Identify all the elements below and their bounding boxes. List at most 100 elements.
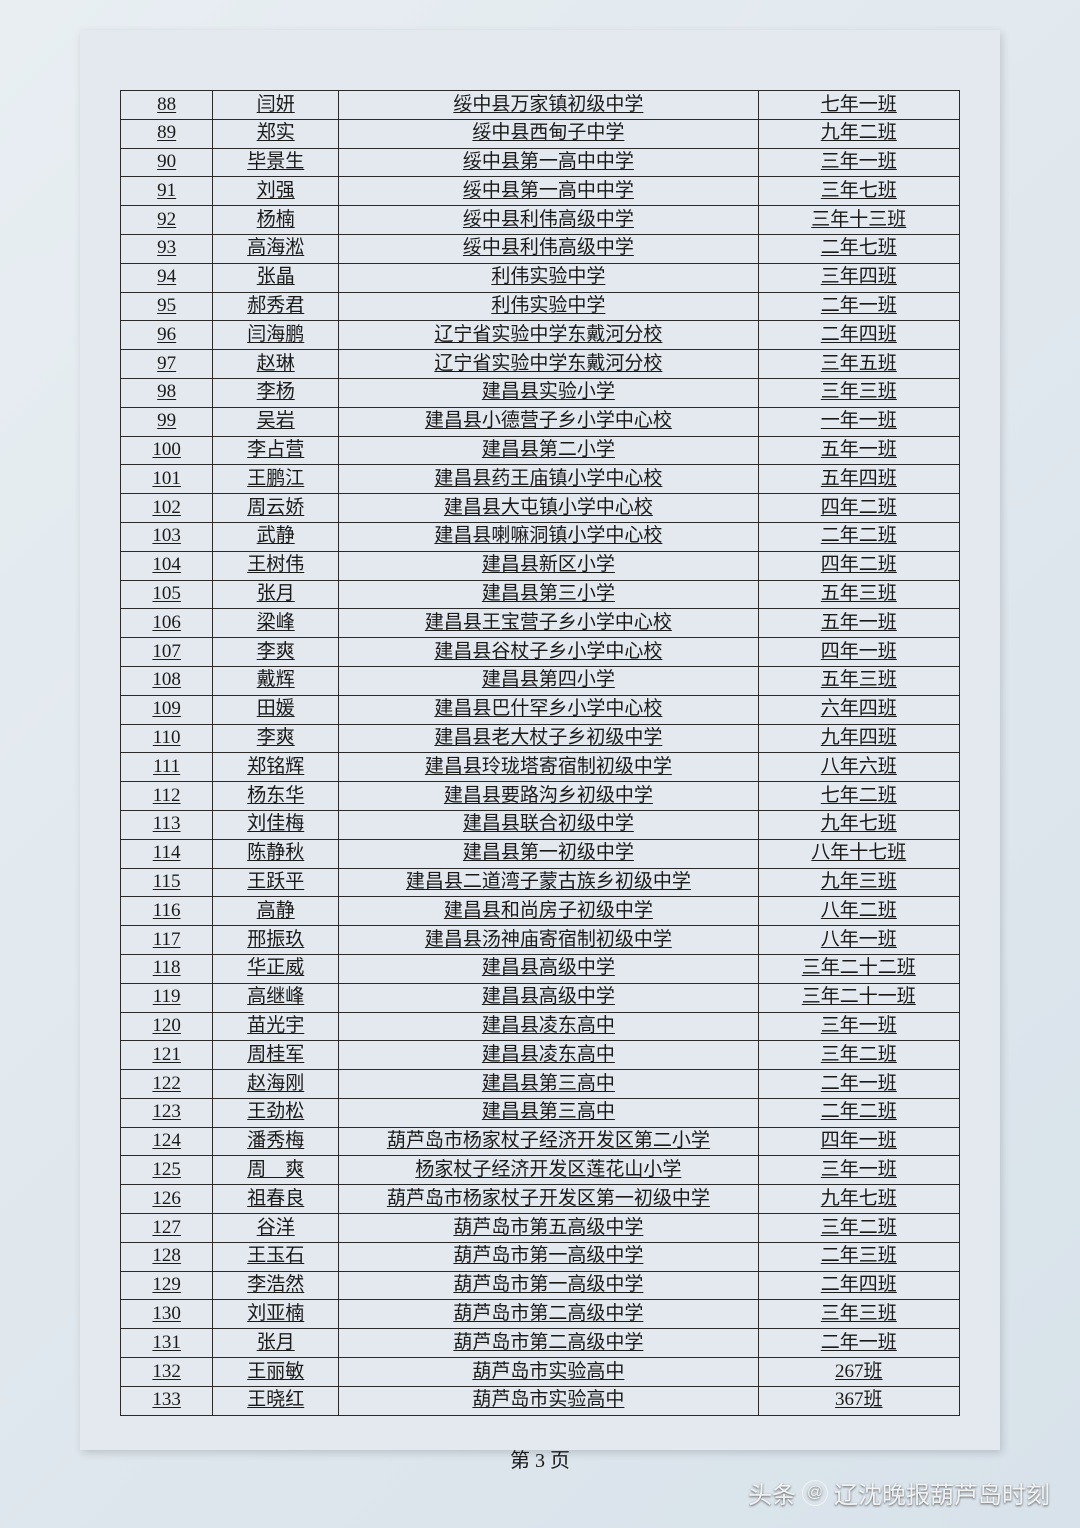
table-row: 91刘强绥中县第一高中中学三年七班 [121, 177, 960, 206]
table-cell: 建昌县第四小学 [339, 666, 759, 695]
table-cell: 三年一班 [758, 1012, 959, 1041]
table-cell: 116 [121, 897, 213, 926]
table-cell: 四年二班 [758, 494, 959, 523]
table-cell: 王跃平 [213, 868, 339, 897]
table-cell: 二年七班 [758, 234, 959, 263]
watermark-source: 辽沈晚报葫芦岛时刻 [834, 1475, 1050, 1510]
table-cell: 高静 [213, 897, 339, 926]
table-cell: 李杨 [213, 378, 339, 407]
table-cell: 132 [121, 1358, 213, 1387]
table-row: 90毕景生绥中县第一高中中学三年一班 [121, 148, 960, 177]
table-cell: 葫芦岛市实验高中 [339, 1358, 759, 1387]
table-cell: 梁峰 [213, 609, 339, 638]
table-row: 98李杨建昌县实验小学三年三班 [121, 378, 960, 407]
table-cell: 绥中县利伟高级中学 [339, 206, 759, 235]
table-cell: 118 [121, 954, 213, 983]
table-row: 103武静建昌县喇嘛洞镇小学中心校二年二班 [121, 522, 960, 551]
table-cell: 89 [121, 119, 213, 148]
table-cell: 93 [121, 234, 213, 263]
table-row: 114陈静秋建昌县第一初级中学八年十七班 [121, 839, 960, 868]
table-cell: 葫芦岛市实验高中 [339, 1386, 759, 1415]
table-row: 109田媛建昌县巴什罕乡小学中心校六年四班 [121, 695, 960, 724]
table-cell: 88 [121, 91, 213, 120]
table-cell: 103 [121, 522, 213, 551]
table-row: 120苗光宇建昌县凌东高中三年一班 [121, 1012, 960, 1041]
table-cell: 建昌县大屯镇小学中心校 [339, 494, 759, 523]
table-cell: 106 [121, 609, 213, 638]
table-row: 92杨楠绥中县利伟高级中学三年十三班 [121, 206, 960, 235]
table-cell: 124 [121, 1127, 213, 1156]
table-cell: 二年一班 [758, 292, 959, 321]
table-cell: 戴辉 [213, 666, 339, 695]
table-row: 100李占营建昌县第二小学五年一班 [121, 436, 960, 465]
table-cell: 99 [121, 407, 213, 436]
table-row: 102周云娇建昌县大屯镇小学中心校四年二班 [121, 494, 960, 523]
table-cell: 建昌县第三高中 [339, 1070, 759, 1099]
table-cell: 五年四班 [758, 465, 959, 494]
table-row: 130刘亚楠葫芦岛市第二高级中学三年三班 [121, 1300, 960, 1329]
table-cell: 建昌县第二小学 [339, 436, 759, 465]
table-row: 105张月建昌县第三小学五年三班 [121, 580, 960, 609]
table-row: 128王玉石葫芦岛市第一高级中学二年三班 [121, 1242, 960, 1271]
table-row: 95郝秀君利伟实验中学二年一班 [121, 292, 960, 321]
table-cell: 华正威 [213, 954, 339, 983]
table-cell: 111 [121, 753, 213, 782]
table-cell: 郑铭辉 [213, 753, 339, 782]
table-cell: 建昌县第一初级中学 [339, 839, 759, 868]
table-cell: 129 [121, 1271, 213, 1300]
table-cell: 毕景生 [213, 148, 339, 177]
table-cell: 四年一班 [758, 638, 959, 667]
table-cell: 王劲松 [213, 1098, 339, 1127]
table-row: 111郑铭辉建昌县玲珑塔寄宿制初级中学八年六班 [121, 753, 960, 782]
table-cell: 二年二班 [758, 1098, 959, 1127]
table-cell: 128 [121, 1242, 213, 1271]
table-cell: 葫芦岛市第一高级中学 [339, 1271, 759, 1300]
table-row: 110李爽建昌县老大杖子乡初级中学九年四班 [121, 724, 960, 753]
table-cell: 陈静秋 [213, 839, 339, 868]
table-cell: 绥中县第一高中中学 [339, 177, 759, 206]
table-row: 121周桂军建昌县凌东高中三年二班 [121, 1041, 960, 1070]
table-cell: 九年三班 [758, 868, 959, 897]
table-cell: 131 [121, 1329, 213, 1358]
table-row: 116高静建昌县和尚房子初级中学八年二班 [121, 897, 960, 926]
table-cell: 112 [121, 782, 213, 811]
table-cell: 二年一班 [758, 1329, 959, 1358]
table-row: 124潘秀梅葫芦岛市杨家杖子经济开发区第二小学四年一班 [121, 1127, 960, 1156]
table-cell: 95 [121, 292, 213, 321]
table-cell: 绥中县利伟高级中学 [339, 234, 759, 263]
table-cell: 122 [121, 1070, 213, 1099]
table-cell: 邢振玖 [213, 926, 339, 955]
table-cell: 101 [121, 465, 213, 494]
table-row: 117邢振玖建昌县汤神庙寄宿制初级中学八年一班 [121, 926, 960, 955]
table-row: 88闫妍绥中县万家镇初级中学七年一班 [121, 91, 960, 120]
table-cell: 周桂军 [213, 1041, 339, 1070]
table-cell: 李爽 [213, 638, 339, 667]
table-cell: 赵琳 [213, 350, 339, 379]
table-cell: 李浩然 [213, 1271, 339, 1300]
table-row: 94张晶利伟实验中学三年四班 [121, 263, 960, 292]
table-cell: 五年三班 [758, 580, 959, 609]
table-cell: 闫妍 [213, 91, 339, 120]
table-cell: 117 [121, 926, 213, 955]
table-row: 129李浩然葫芦岛市第一高级中学二年四班 [121, 1271, 960, 1300]
table-cell: 刘佳梅 [213, 810, 339, 839]
table-cell: 苗光宇 [213, 1012, 339, 1041]
table-cell: 三年一班 [758, 1156, 959, 1185]
table-cell: 126 [121, 1185, 213, 1214]
table-cell: 114 [121, 839, 213, 868]
table-cell: 二年一班 [758, 1070, 959, 1099]
table-cell: 建昌县谷杖子乡小学中心校 [339, 638, 759, 667]
table-cell: 三年二班 [758, 1041, 959, 1070]
table-cell: 五年一班 [758, 436, 959, 465]
table-cell: 王晓红 [213, 1386, 339, 1415]
table-cell: 建昌县王宝营子乡小学中心校 [339, 609, 759, 638]
table-cell: 绥中县第一高中中学 [339, 148, 759, 177]
table-cell: 建昌县老大杖子乡初级中学 [339, 724, 759, 753]
table-cell: 建昌县实验小学 [339, 378, 759, 407]
watermark: 头条 @ 辽沈晚报葫芦岛时刻 [748, 1475, 1050, 1510]
table-cell: 建昌县小德营子乡小学中心校 [339, 407, 759, 436]
table-cell: 李占营 [213, 436, 339, 465]
table-cell: 张晶 [213, 263, 339, 292]
table-cell: 葫芦岛市第一高级中学 [339, 1242, 759, 1271]
table-cell: 谷洋 [213, 1214, 339, 1243]
